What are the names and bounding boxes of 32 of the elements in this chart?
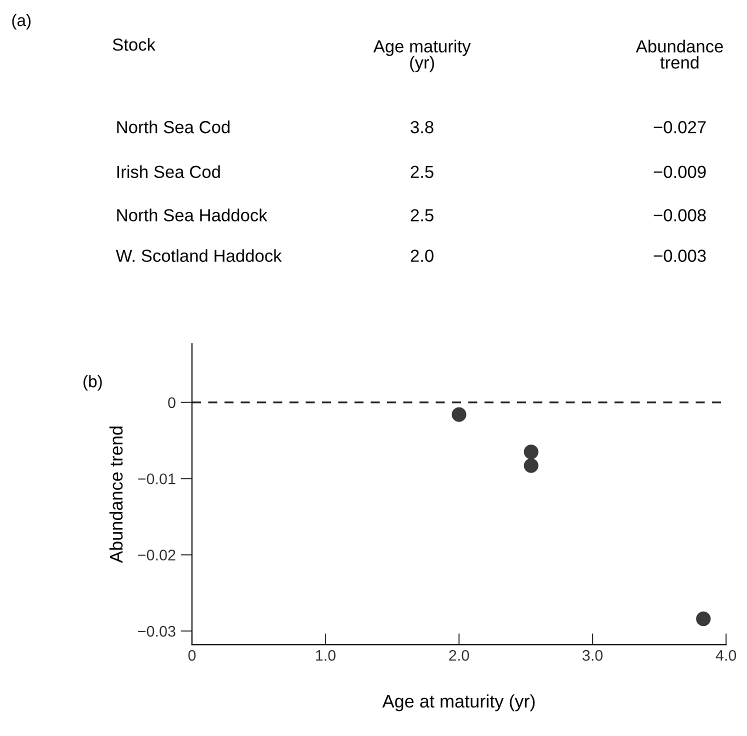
text: 2.5 bbox=[410, 166, 434, 178]
text: −0.008 bbox=[654, 209, 706, 222]
point bbox=[524, 458, 538, 473]
text: 3.8 bbox=[410, 121, 434, 134]
text: Age maturity (yr) bbox=[373, 40, 471, 72]
text: −0.027 bbox=[654, 121, 706, 134]
text: Abundance trend bbox=[636, 40, 723, 69]
text: 2.5 bbox=[410, 209, 434, 222]
x-axis-title: Age at maturity (yr) bbox=[382, 694, 535, 712]
y-tick-label: −0.01 bbox=[138, 473, 176, 484]
point bbox=[452, 407, 466, 422]
text: (b) bbox=[84, 375, 102, 391]
text: −0.003 bbox=[654, 250, 706, 262]
text: −0.009 bbox=[654, 166, 706, 178]
text: Stock bbox=[112, 38, 156, 51]
x-tick-label: 0 bbox=[188, 650, 196, 661]
x-tick-label: 4.0 bbox=[716, 650, 736, 661]
x-tick-label: 1.0 bbox=[316, 650, 336, 661]
text: 2.0 bbox=[410, 250, 434, 262]
y-tick-label: −0.02 bbox=[138, 550, 176, 560]
text: Irish Sea Cod bbox=[117, 165, 220, 178]
text: W. Scotland Haddock bbox=[116, 249, 282, 262]
point bbox=[696, 612, 711, 626]
y-tick-label: −0.03 bbox=[138, 626, 176, 637]
x-tick-label: 2.0 bbox=[449, 650, 470, 661]
y-tick-label: 0 bbox=[168, 397, 176, 408]
text: North Sea Cod bbox=[117, 120, 230, 134]
text: (a) bbox=[12, 14, 31, 30]
point bbox=[524, 444, 538, 460]
x-tick-label: 3.0 bbox=[582, 650, 603, 661]
text: North Sea Haddock bbox=[117, 208, 268, 222]
y-axis-title: Abundance trend bbox=[109, 426, 123, 563]
